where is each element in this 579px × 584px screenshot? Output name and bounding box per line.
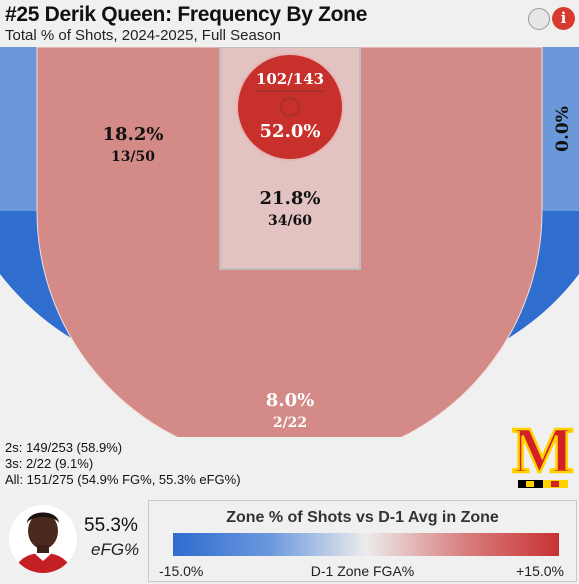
efg-label: eFG% xyxy=(91,540,140,559)
mid-range-pct-label: 18.2% xyxy=(103,124,164,145)
legend-min-label: -15.0% xyxy=(159,563,204,579)
bottom-panel: 55.3% eFG% Zone % of Shots vs D-1 Avg in… xyxy=(0,497,579,584)
header: #25 Derik Queen: Frequency By Zone Total… xyxy=(0,0,579,46)
threes-stat: 3s: 2/22 (9.1%) xyxy=(5,456,94,471)
hoop xyxy=(280,97,300,117)
above-break-three-pct-label: 8.0% xyxy=(266,390,314,411)
team-logo: M xyxy=(512,414,574,488)
rim-made-attempts-label: 102/143 xyxy=(256,70,324,88)
rim-pct-label: 52.0% xyxy=(260,121,321,142)
info-icon[interactable]: i xyxy=(552,7,575,30)
legend-title: Zone % of Shots vs D-1 Avg in Zone xyxy=(226,509,499,526)
efg-value: 55.3% xyxy=(84,515,138,536)
legend-gradient-bar xyxy=(173,533,559,556)
all-stat: All: 151/275 (54.9% FG%, 55.3% eFG%) xyxy=(5,472,241,487)
paint-pct-label: 21.8% xyxy=(260,188,321,209)
legend-axis-label: D-1 Zone FGA% xyxy=(310,563,415,579)
logo-letter: M xyxy=(512,414,574,487)
paint-made-attempts-label: 34/60 xyxy=(268,213,312,229)
color-legend: Zone % of Shots vs D-1 Avg in Zone -15.0… xyxy=(148,500,577,582)
twos-stat: 2s: 149/253 (58.9%) xyxy=(5,440,123,455)
chart-subtitle: Total % of Shots, 2024-2025, Full Season xyxy=(5,27,282,44)
mid-range-made-attempts-label: 13/50 xyxy=(111,149,155,165)
corner-three-pct-label: 0.0% xyxy=(553,106,573,152)
toggle-circle-icon[interactable] xyxy=(528,8,550,30)
zone-rim[interactable] xyxy=(236,53,344,161)
zone-corner-three-right[interactable] xyxy=(542,47,579,211)
legend-max-label: +15.0% xyxy=(516,563,564,579)
player-headshot xyxy=(9,505,77,573)
shooting-stats: 2s: 149/253 (58.9%) 3s: 2/22 (9.1%) All:… xyxy=(5,440,241,488)
zone-corner-three-left[interactable] xyxy=(0,47,37,211)
chart-title: #25 Derik Queen: Frequency By Zone xyxy=(5,3,368,26)
above-break-three-made-attempts-label: 2/22 xyxy=(273,415,307,431)
shot-chart-court: 102/143 52.0% 21.8% 34/60 18.2% 13/50 0.… xyxy=(0,47,579,437)
